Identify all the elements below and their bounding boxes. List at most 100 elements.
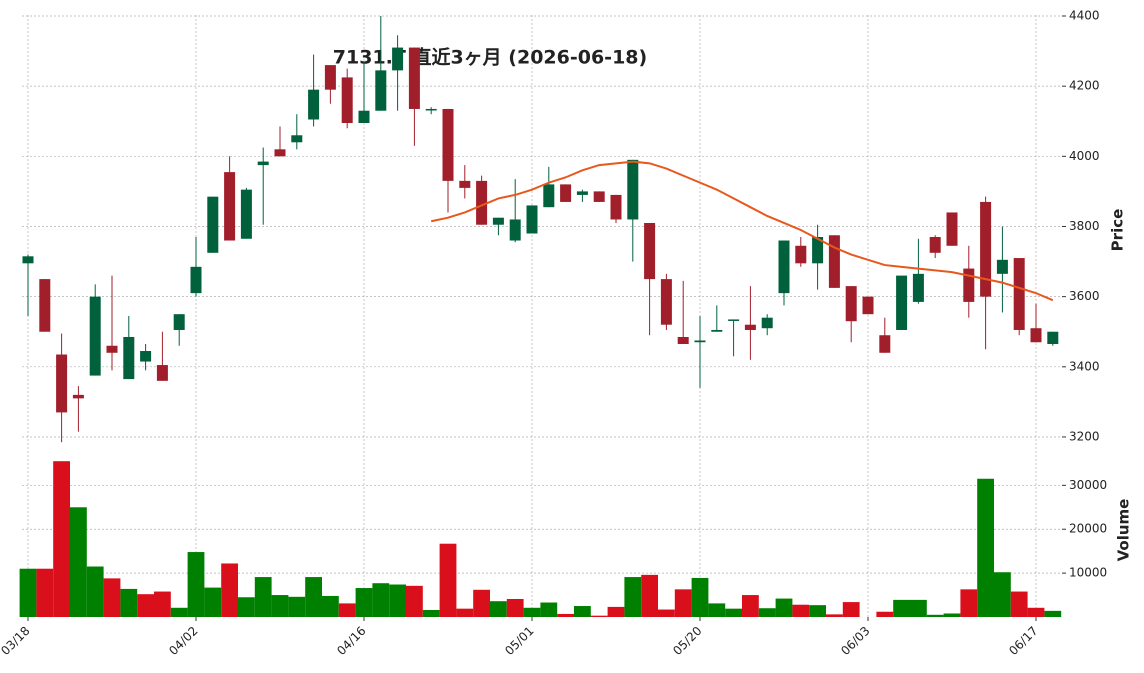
y-tick-label: 3600: [1069, 289, 1100, 303]
candle-body: [660, 279, 672, 325]
candle-body: [224, 172, 236, 241]
candle-body: [207, 196, 219, 253]
volume-bar: [103, 578, 121, 617]
candle-body: [862, 296, 874, 315]
candle-body: [476, 180, 488, 225]
volume-bar: [590, 615, 608, 617]
volume-bar: [19, 568, 37, 617]
candle-body: [39, 279, 51, 332]
candle-body: [308, 89, 320, 120]
volume-bar: [1010, 591, 1028, 617]
volume-bar: [490, 601, 507, 617]
candle-body: [156, 365, 168, 381]
candle-body: [408, 47, 420, 109]
volume-bar: [725, 608, 742, 617]
volume-axis-label: Volume: [1115, 499, 1133, 562]
volume-bar: [439, 543, 457, 617]
candle-body: [576, 191, 588, 195]
volume-bar: [506, 599, 524, 617]
candle-body: [677, 336, 689, 345]
volume-bar: [994, 572, 1011, 617]
candle-body: [22, 256, 34, 264]
volume-bar: [36, 568, 54, 617]
candle-body: [190, 266, 202, 294]
candle-body: [946, 212, 958, 246]
candle-body: [341, 77, 353, 123]
volume-bar: [540, 602, 558, 617]
y-tick-label: 3200: [1069, 429, 1100, 443]
volume-bar: [977, 478, 994, 617]
chart-title: 7131.T 直近3ヶ月 (2026-06-18): [333, 46, 647, 69]
volume-bar: [775, 598, 793, 617]
volume-bar: [792, 604, 810, 617]
candle-body: [257, 161, 269, 166]
volume-bar: [305, 577, 322, 617]
volume-bar: [557, 613, 574, 617]
y-tick-label: 10000: [1069, 566, 1107, 580]
volume-bar: [708, 603, 726, 617]
x-tick-label: 04/02: [166, 624, 200, 658]
volume-bar: [826, 614, 843, 617]
volume-bar: [842, 602, 860, 617]
volume-bar: [674, 589, 692, 617]
volume-bar: [893, 599, 910, 617]
candle-body: [509, 219, 521, 241]
candle-body: [442, 108, 454, 181]
x-tick-label: 06/17: [1006, 624, 1040, 658]
y-tick-label: 3800: [1069, 219, 1100, 233]
candle-body: [963, 268, 975, 302]
candle-body: [610, 194, 622, 220]
y-tick-label: 20000: [1069, 522, 1107, 536]
x-tick-label: 04/16: [334, 624, 368, 658]
candle-body: [593, 191, 605, 202]
volume-bar: [960, 589, 978, 617]
volume-bar: [574, 606, 591, 617]
volume-bar: [422, 609, 440, 617]
candle-body: [728, 319, 740, 321]
volume-bar: [473, 589, 490, 617]
candle-body: [140, 351, 152, 362]
volume-bar: [120, 588, 138, 617]
y-tick-label: 4200: [1069, 79, 1100, 93]
price-axis-label: Price: [1109, 209, 1127, 252]
x-tick-label: 06/03: [838, 624, 872, 658]
candle-body: [828, 235, 840, 288]
volume-bar: [624, 577, 642, 617]
volume-bar: [170, 607, 188, 617]
candle-body: [711, 329, 723, 332]
volume-bar: [238, 597, 255, 617]
candle-body: [1030, 328, 1042, 343]
volume-bar: [456, 608, 474, 617]
x-tick-label: 05/01: [502, 624, 536, 658]
candle-body: [492, 217, 504, 225]
volume-bar: [86, 566, 104, 617]
volume-bar: [607, 606, 625, 617]
candle-body: [744, 324, 756, 330]
candle-body: [543, 184, 555, 208]
volume-bar: [691, 577, 709, 617]
candle-body: [644, 222, 656, 280]
candle-body: [1013, 258, 1025, 330]
volume-bar: [809, 605, 826, 617]
volume-bar: [910, 599, 927, 617]
volume-bar: [372, 583, 390, 617]
candle-body: [879, 335, 891, 353]
volume-bar: [742, 595, 759, 617]
volume-bar: [338, 603, 356, 617]
volume-bar: [288, 596, 306, 617]
volume-bar: [641, 574, 658, 617]
volume-bar: [1044, 610, 1062, 617]
candle-body: [240, 189, 252, 239]
volume-bar: [523, 607, 541, 617]
y-tick-label: 4000: [1069, 149, 1100, 163]
volume-bar: [926, 614, 944, 617]
candle-body: [459, 180, 471, 188]
candle-body: [845, 286, 857, 322]
volume-bar: [221, 563, 238, 617]
candle-body: [896, 275, 908, 330]
candle-body: [996, 259, 1008, 274]
moving-average-line: [430, 160, 1054, 302]
candle-body: [291, 135, 303, 143]
volume-bar: [271, 595, 289, 617]
